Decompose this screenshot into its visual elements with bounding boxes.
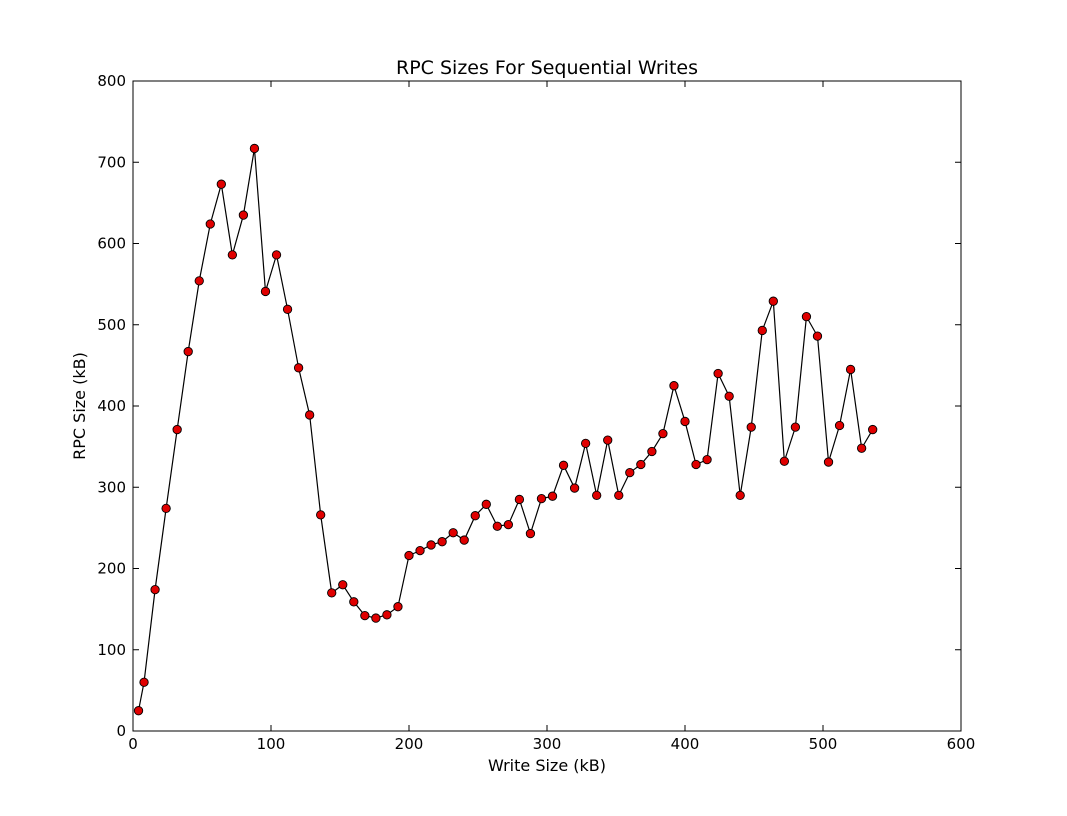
- ticks-layer: 0 100 200 300 400 500 600 0 100 200 300 400 500 600 70…: [97, 72, 975, 753]
- data-point: [503, 519, 514, 530]
- data-point: [812, 331, 823, 341]
- data-point: [868, 424, 878, 435]
- data-point: [216, 179, 226, 189]
- data-point: [448, 528, 458, 538]
- data-point: [150, 584, 160, 595]
- data-point: [437, 537, 447, 547]
- data-point: [426, 540, 436, 550]
- y-tick-label: 100: [97, 641, 126, 659]
- data-point: [404, 550, 414, 561]
- data-point: [801, 311, 812, 322]
- y-tick-label: 500: [97, 316, 126, 334]
- data-point: [658, 428, 668, 439]
- y-tick-label: 800: [97, 72, 126, 90]
- data-point: [260, 286, 271, 297]
- data-point: [569, 483, 580, 493]
- series-line: [137, 148, 874, 711]
- x-tick-label: 600: [947, 735, 976, 753]
- data-point: [669, 381, 679, 391]
- data-point: [735, 490, 745, 501]
- data-point: [227, 250, 238, 260]
- data-point: [580, 438, 591, 449]
- data-point: [338, 580, 348, 590]
- x-tick-label: 0: [128, 735, 138, 753]
- data-point: [205, 219, 215, 229]
- chart-title: RPC Sizes For Sequential Writes: [396, 57, 698, 79]
- plot-frame: [132, 80, 962, 732]
- data-point: [834, 420, 845, 431]
- x-tick-label: 500: [809, 735, 838, 753]
- data-point: [238, 210, 249, 220]
- data-point: [790, 422, 801, 432]
- data-point: [360, 610, 370, 621]
- data-point: [415, 545, 425, 556]
- y-tick-label: 200: [97, 560, 126, 578]
- data-point: [691, 459, 701, 470]
- x-tick-label: 100: [257, 735, 286, 753]
- data-point: [768, 296, 778, 306]
- data-point: [393, 602, 403, 612]
- x-axis-label: Write Size (kB): [488, 756, 606, 775]
- data-point: [183, 346, 193, 357]
- data-point: [614, 490, 624, 501]
- data-point: [371, 613, 381, 623]
- data-point: [249, 143, 260, 154]
- data-point: [133, 706, 144, 716]
- data-point: [845, 364, 856, 375]
- data-point: [327, 588, 337, 598]
- data-point: [724, 391, 734, 401]
- data-point: [293, 363, 304, 373]
- data-point: [470, 511, 480, 521]
- data-point: [713, 368, 723, 379]
- y-tick-label: 600: [97, 235, 126, 253]
- data-point: [757, 325, 767, 336]
- data-point: [481, 499, 491, 509]
- data-point: [271, 250, 282, 260]
- data-point: [547, 491, 558, 501]
- data-point: [558, 460, 569, 470]
- y-tick-label: 300: [97, 478, 126, 496]
- data-point: [856, 443, 867, 453]
- y-tick-label: 0: [116, 722, 126, 740]
- data-point: [625, 467, 635, 478]
- data-point: [746, 422, 756, 432]
- data-point: [282, 304, 293, 314]
- data-point: [139, 677, 149, 687]
- y-axis-label: RPC Size (kB): [70, 352, 89, 460]
- data-point: [492, 521, 502, 531]
- data-point: [194, 276, 204, 286]
- data-point: [304, 410, 315, 420]
- data-point: [349, 597, 359, 607]
- data-point: [702, 454, 712, 465]
- data-point: [316, 510, 326, 520]
- data-point: [636, 459, 646, 470]
- data-point: [779, 456, 790, 466]
- data-point: [514, 494, 525, 505]
- y-tick-label: 400: [97, 397, 126, 415]
- data-point: [536, 493, 547, 504]
- data-point: [525, 528, 536, 539]
- data-point: [459, 535, 469, 545]
- x-tick-label: 200: [395, 735, 424, 753]
- data-point: [603, 435, 613, 445]
- data-point: [172, 424, 182, 435]
- series-layer: [133, 143, 878, 716]
- x-tick-label: 300: [533, 735, 562, 753]
- data-point: [161, 503, 171, 514]
- data-point: [647, 446, 657, 457]
- data-point: [680, 416, 690, 427]
- data-point: [823, 457, 834, 467]
- y-tick-label: 700: [97, 153, 126, 171]
- data-point: [382, 610, 392, 620]
- data-point: [592, 490, 602, 501]
- x-tick-label: 400: [671, 735, 700, 753]
